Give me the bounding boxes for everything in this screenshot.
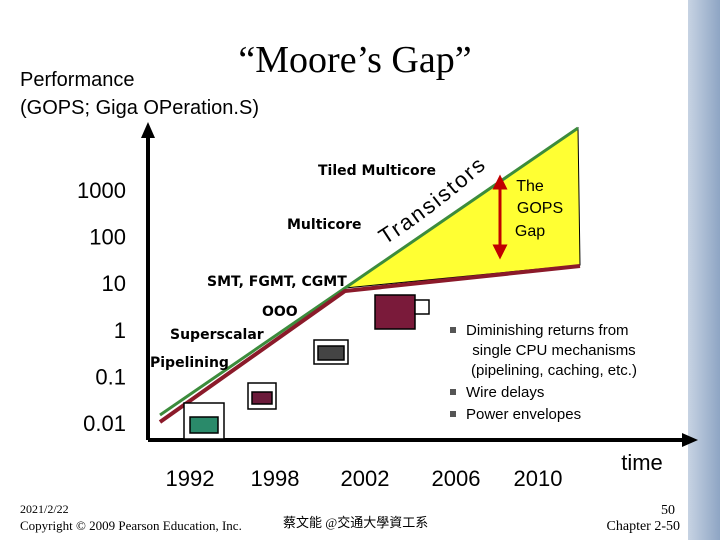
- curve-label: Multicore: [287, 217, 362, 233]
- performance-curve: [158, 264, 581, 424]
- x-axis-title: time: [621, 450, 663, 475]
- bullet-text: single CPU mechanisms: [472, 342, 635, 359]
- x-arrow: [682, 433, 698, 447]
- bullet-text: (pipelining, caching, etc.): [471, 362, 637, 379]
- bullet-marker: [450, 327, 456, 333]
- x-label: 2010: [514, 466, 563, 491]
- y-axis-title: Performance: [20, 69, 135, 91]
- footer-copyright: Copyright © 2009 Pearson Education, Inc.: [20, 518, 242, 533]
- y-label: 10: [102, 271, 126, 296]
- curve-label: Tiled Multicore: [318, 163, 436, 179]
- y-label: 100: [89, 225, 126, 250]
- footer-page: 50: [661, 503, 675, 518]
- y-label: 0.1: [95, 364, 126, 389]
- x-label: 2006: [432, 466, 481, 491]
- bullet-text: Power envelopes: [466, 406, 581, 423]
- curve-label: SMT, FGMT, CGMT: [207, 274, 347, 290]
- chip-icons: [183, 294, 430, 440]
- bullet-marker: [450, 411, 456, 417]
- footer-chapter: Chapter 2-50: [607, 519, 680, 534]
- x-label: 1998: [251, 466, 300, 491]
- gap-label: The: [516, 178, 544, 195]
- footer-date: 2021/2/22: [20, 502, 69, 516]
- bullet-text: Diminishing returns from: [466, 322, 629, 339]
- curve-label: OOO: [262, 304, 298, 320]
- y-label: 1000: [77, 178, 126, 203]
- title: “Moore’s Gap”: [238, 39, 471, 81]
- bullet-text: Wire delays: [466, 384, 544, 401]
- curve-label: Superscalar: [170, 327, 264, 343]
- x-label: 2002: [341, 466, 390, 491]
- gap-label: Gap: [515, 223, 545, 240]
- bullet-marker: [450, 389, 456, 395]
- curve-label: Pipelining: [150, 355, 229, 371]
- footer-author: 蔡文能 @交通大學資工系: [283, 515, 428, 530]
- y-label: 1: [114, 318, 126, 343]
- y-arrow: [141, 122, 155, 138]
- decor-strip: [688, 0, 720, 540]
- y-label: 0.01: [83, 411, 126, 436]
- x-label: 1992: [166, 466, 215, 491]
- y-axis-title: (GOPS; Giga OPeration.S): [20, 97, 259, 119]
- gap-label: GOPS: [517, 200, 563, 217]
